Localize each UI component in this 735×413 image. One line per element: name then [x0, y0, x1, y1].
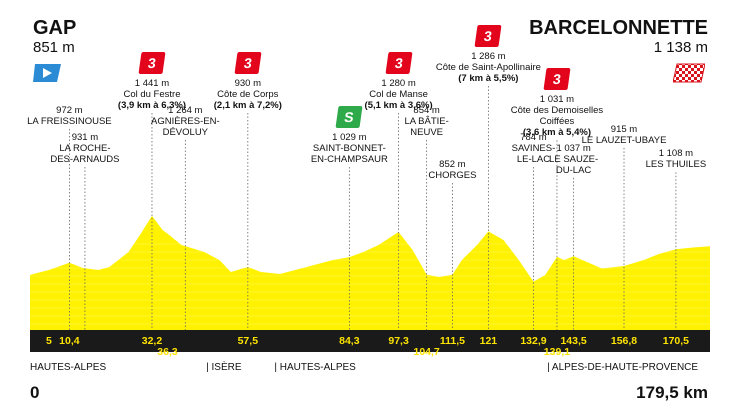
- km-mark-label: 97,3: [388, 335, 409, 347]
- point-label-line: LE LAUZET-UBAYE: [581, 134, 667, 146]
- distance-start: 0: [30, 383, 40, 402]
- finish-flag-icon: [673, 63, 705, 83]
- km-mark-label: 104,7: [413, 346, 440, 358]
- point-label: 1 037 m LE SAUZE- DU-LAC: [549, 143, 598, 176]
- km-strip: [30, 330, 710, 352]
- point-label-line: Côte de Corps: [217, 89, 279, 100]
- point-label-line: (7 km à 5,5%): [458, 73, 519, 84]
- finish-altitude: 1 138 m: [653, 39, 708, 56]
- point-label: 931 m LA ROCHE- DES-ARNAUDS: [50, 132, 119, 165]
- point-label-line: 972 m: [56, 105, 83, 116]
- point-label-line: LE SAUZE-: [549, 153, 599, 165]
- point-label: 1 441 m Col du Festre (3,9 km à 6,3%): [118, 78, 186, 111]
- point-label-line: 784 m: [520, 132, 547, 143]
- point-label-line: Côte de Saint-Apollinaire: [435, 62, 541, 73]
- point-label-line: 852 m: [439, 159, 466, 170]
- point-label-line: (3,9 km à 6,3%): [117, 100, 187, 111]
- point-label-line: 1 264 m: [168, 105, 203, 116]
- point-label-line: 931 m: [71, 132, 99, 143]
- km-mark-label: 57,5: [237, 335, 259, 347]
- point-label: 1 264 m AGNIÈRES-EN- DÉVOLUY: [151, 105, 220, 138]
- km-mark-label: 132,9: [520, 335, 547, 347]
- point-label: 915 m LE LAUZET-UBAYE: [582, 124, 667, 146]
- point-label-line: 1 037 m: [556, 142, 591, 154]
- climb-category-badge-icon: 3: [138, 52, 166, 74]
- km-mark-label: 32,2: [141, 335, 163, 347]
- km-mark-label: 121: [479, 335, 498, 347]
- point-label-line: 854 m: [413, 105, 440, 116]
- point-label-line: (3,6 km à 5,4%): [522, 127, 591, 139]
- point-label-line: Col du Festre: [123, 89, 181, 100]
- region-label: | ALPES-DE-HAUTE-PROVENCE: [547, 362, 699, 373]
- point-label: 1 286 m Côte de Saint-Apollinaire (7 km à …: [436, 51, 541, 84]
- point-label-line: 915 m: [610, 123, 638, 135]
- point-label-line: CHORGES: [428, 170, 477, 181]
- point-label-line: DÉVOLUY: [162, 127, 209, 138]
- start-altitude: 851 m: [33, 39, 75, 56]
- climb-category-badge-icon: 3: [385, 52, 413, 74]
- start-town: GAP: [33, 17, 77, 39]
- climb-category-badge-icon: 3: [474, 25, 502, 47]
- point-label-line: Col de Manse: [369, 89, 428, 100]
- point-label-line: SAINT-BONNET-: [312, 143, 386, 154]
- km-mark-label: 10,4: [59, 335, 80, 347]
- sprint-badge-icon: S: [335, 106, 363, 128]
- point-label-line: SAVINES-: [511, 143, 556, 154]
- point-label-line: EN-CHAMPSAUR: [310, 154, 388, 165]
- km-mark-label: 143,5: [560, 335, 587, 347]
- point-label: 1 108 m LES THUILES: [646, 148, 707, 170]
- km-mark-label: 36,3: [157, 346, 178, 358]
- km-mark-label: 156,8: [610, 335, 638, 347]
- point-label-line: (2,1 km à 7,2%): [213, 100, 282, 111]
- point-label-line: AGNIÈRES-EN-: [151, 116, 220, 127]
- point-label: 784 m SAVINES- LE-LAC: [512, 132, 556, 165]
- km-mark-label: 139,1: [543, 346, 571, 358]
- climb-category-badge-icon: 3: [234, 52, 262, 74]
- start-flag-icon: [33, 64, 61, 82]
- point-label-line: DES-ARNAUDS: [50, 154, 120, 165]
- km-mark-label: 84,3: [339, 335, 360, 347]
- point-label-line: LA ROCHE-: [59, 143, 111, 154]
- point-label-line: 1 286 m: [471, 51, 506, 62]
- point-label-line: 1 280 m: [381, 78, 416, 89]
- point-label: 1 280 m Col de Manse (5,1 km à 3,6%): [365, 78, 433, 111]
- point-label-line: LA FREISSINOUSE: [27, 116, 112, 127]
- point-label-line: LE-LAC: [516, 154, 551, 165]
- point-label-line: 1 441 m: [134, 78, 170, 89]
- finish-town: BARCELONNETTE: [529, 17, 708, 39]
- point-label-line: LA BÂTIE-: [404, 116, 449, 127]
- climb-category-badge-icon: 3: [543, 68, 571, 91]
- point-label-line: 1 108 m: [658, 148, 694, 160]
- point-label-line: Coiffées: [539, 116, 575, 128]
- region-label: HAUTES-ALPES: [30, 362, 107, 373]
- km-mark-label: 5: [46, 335, 52, 347]
- point-label-line: NEUVE: [410, 127, 443, 138]
- profile-area: [30, 215, 710, 330]
- point-label-line: (5,1 km à 3,6%): [364, 100, 433, 111]
- point-label: 930 m Côte de Corps (2,1 km à 7,2%): [214, 78, 282, 111]
- point-label: 1 029 m SAINT-BONNET- EN-CHAMPSAUR: [311, 132, 388, 165]
- point-label: 972 m LA FREISSINOUSE: [27, 105, 111, 127]
- point-label-line: DU-LAC: [555, 164, 592, 176]
- region-label: | HAUTES-ALPES: [274, 362, 356, 373]
- point-label: 1 031 m Côte des Demoiselles Coiffées (3,6 …: [511, 94, 603, 138]
- distance-total: 179,5 km: [636, 383, 708, 402]
- point-label: 852 m CHORGES: [428, 159, 476, 181]
- km-mark-label: 111,5: [439, 335, 465, 347]
- point-label-line: 1 029 m: [332, 132, 367, 143]
- region-label: | ISÈRE: [206, 362, 242, 373]
- point-label-line: 1 031 m: [539, 94, 575, 106]
- point-label-line: LES THUILES: [645, 159, 707, 171]
- km-mark-label: 170,5: [662, 335, 690, 347]
- point-label-line: Côte des Demoiselles: [510, 105, 604, 117]
- point-label-line: 930 m: [234, 78, 262, 89]
- point-label: 854 m LA BÂTIE- NEUVE: [404, 105, 448, 138]
